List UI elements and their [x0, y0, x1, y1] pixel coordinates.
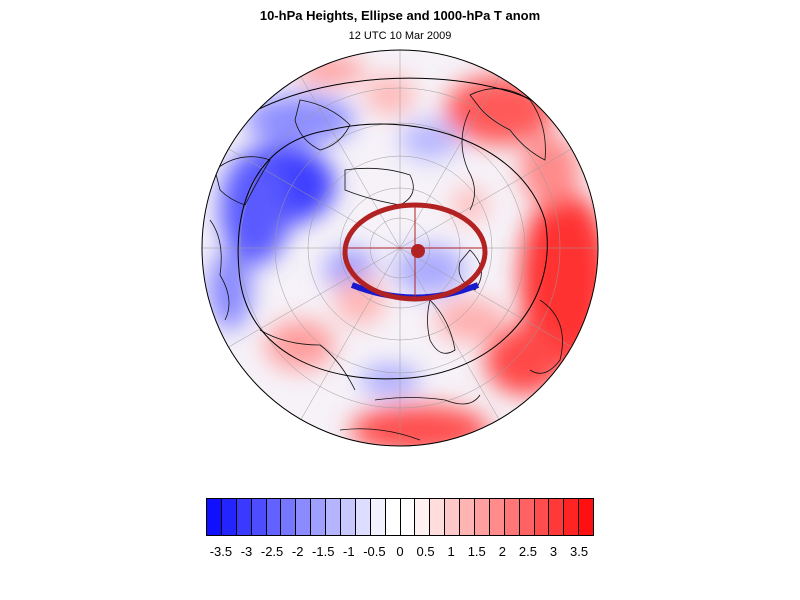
vortex-ellipse: [342, 202, 488, 302]
colorbar-swatch: [489, 499, 505, 535]
colorbar-tick-label: -3.5: [209, 544, 233, 559]
colorbar-swatch: [475, 499, 490, 535]
colorbar-swatch: [355, 499, 371, 535]
colorbar-tick-label: -3: [240, 544, 253, 559]
chart-title: 10-hPa Heights, Ellipse and 1000-hPa T a…: [259, 8, 541, 23]
colorbar: [206, 498, 594, 536]
colorbar-swatch: [445, 499, 461, 535]
colorbar-swatch: [564, 499, 580, 535]
map-boundary: [201, 49, 599, 447]
colorbar-tick-labels: -3.5 -3 -2.5 -2 -1.5 -1 -0.5 0 0.5 1 1.5 2 2.5 3 3.5: [0, 544, 800, 564]
colorbar-tick-label: 0: [396, 544, 404, 559]
colorbar-swatch: [326, 499, 342, 535]
colorbar-tick-label: 2: [498, 544, 506, 559]
coastlines: [209, 88, 563, 441]
colorbar-tick-label: -1: [343, 544, 355, 559]
colorbar-swatch: [296, 499, 312, 535]
colorbar-swatch: [549, 499, 565, 535]
colorbar-swatch: [281, 499, 297, 535]
colorbar-tick-label: -2: [291, 544, 304, 559]
colorbar-tick-label: 2.5: [518, 544, 537, 559]
chart-subtitle: 12 UTC 10 Mar 2009: [348, 30, 452, 42]
polar-map: [201, 49, 599, 447]
colorbar-swatch: [341, 499, 356, 535]
colorbar-swatch: [400, 499, 416, 535]
colorbar-tick-label: 3.5: [570, 544, 589, 559]
colorbar-swatch: [430, 499, 446, 535]
colorbar-swatch: [415, 499, 431, 535]
colorbar-tick-label: 1.5: [467, 544, 486, 559]
colorbar-swatch: [311, 499, 327, 535]
colorbar-swatch: [370, 499, 386, 535]
colorbar-swatch: [534, 499, 550, 535]
colorbar-swatch: [207, 499, 222, 535]
colorbar-tick-label: 1: [447, 544, 455, 559]
colorbar-swatch: [221, 499, 237, 535]
colorbar-tick-label: 0.5: [416, 544, 435, 559]
temperature-anomaly-shading: [202, 50, 598, 446]
colorbar-tick-label: 3: [549, 544, 558, 559]
colorbar-swatch: [385, 499, 401, 535]
colorbar-swatch: [579, 499, 594, 535]
colorbar-swatch: [251, 499, 267, 535]
colorbar-swatch: [504, 499, 520, 535]
colorbar-tick-label: -0.5: [363, 544, 386, 559]
colorbar-swatch: [236, 499, 252, 535]
ellipse-center-marker: [411, 244, 425, 258]
colorbar-swatch: [266, 499, 282, 535]
colorbar-tick-label: -1.5: [312, 544, 335, 559]
colorbar-swatch: [460, 499, 476, 535]
colorbar-tick-label: -2.5: [260, 544, 284, 559]
colorbar-swatch: [519, 499, 535, 535]
